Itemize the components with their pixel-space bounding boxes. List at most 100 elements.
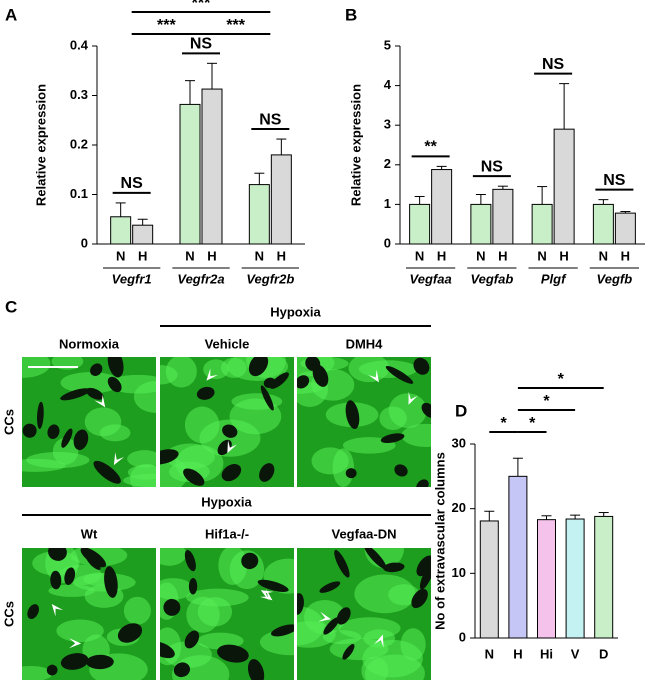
dark-cell: [107, 376, 122, 393]
bright-patch: [388, 393, 427, 429]
significance-label: NS: [481, 158, 504, 175]
bar: [492, 188, 514, 245]
dark-cell: [364, 548, 387, 570]
series-tick-label: H: [437, 248, 446, 263]
dark-cell: [107, 357, 124, 378]
dark-cell: [173, 662, 191, 678]
bright-patch: [311, 447, 349, 475]
y-axis-title: No of extravascular columns: [432, 452, 447, 630]
dark-cell: [85, 554, 101, 570]
significance-label: **: [424, 139, 437, 156]
bar: [537, 519, 556, 639]
dark-cell: [297, 375, 310, 389]
dark-cell: [385, 365, 414, 384]
row-label: CCs: [1, 409, 16, 435]
dark-cell: [260, 385, 274, 411]
bar: [479, 520, 499, 639]
bright-patch: [84, 407, 122, 437]
series-tick-label: H: [277, 248, 286, 263]
dark-cell: [47, 424, 60, 440]
significance-label: *: [543, 393, 550, 410]
dark-cell: [419, 563, 431, 590]
bright-patch: [163, 641, 212, 669]
dark-cell: [80, 548, 107, 568]
dark-cell: [394, 464, 408, 477]
dark-cell: [184, 630, 200, 649]
y-tick-label: 20: [452, 500, 466, 515]
arrowhead: [318, 611, 332, 622]
panel-label: D: [455, 401, 467, 420]
dark-cell: [93, 460, 121, 484]
dark-cell: [188, 578, 198, 595]
significance-label: *: [500, 415, 507, 432]
bright-patch: [123, 596, 151, 625]
condition-header: Hypoxia: [270, 304, 321, 319]
dark-cell: [345, 468, 357, 479]
bright-patch: [60, 372, 121, 394]
dark-cell: [163, 598, 181, 616]
bar: [201, 88, 223, 245]
significance-label: *: [529, 415, 536, 432]
arrowhead: [227, 440, 238, 454]
column-label: Vegfaa-DN: [331, 526, 396, 541]
arrowhead: [94, 394, 106, 408]
dark-cell: [319, 581, 341, 593]
dark-cell: [383, 562, 405, 573]
dark-cell: [64, 567, 76, 585]
dark-cell: [297, 593, 304, 615]
y-tick-label: 0.2: [70, 136, 88, 151]
dark-cell: [196, 386, 215, 400]
group-label: Vegfr1: [112, 271, 152, 286]
bar: [409, 203, 431, 245]
bar: [531, 203, 553, 245]
x-tick-label: N: [485, 646, 494, 661]
bar: [592, 203, 614, 245]
dark-cell: [342, 644, 355, 660]
series-tick-label: N: [415, 248, 424, 263]
significance-label: NS: [259, 111, 282, 128]
dark-cell: [323, 617, 340, 635]
bright-patch: [338, 617, 401, 640]
bright-patch: [186, 596, 220, 633]
dark-cell: [271, 624, 294, 637]
y-tick-label: 5: [384, 37, 391, 52]
micrograph: [297, 548, 431, 680]
significance-label: NS: [190, 36, 213, 53]
y-tick-label: 1: [384, 196, 391, 211]
group-label: Vegfb: [597, 271, 633, 286]
dark-cell: [61, 428, 73, 448]
group-label: Vegfaa: [410, 271, 452, 286]
bright-patch: [160, 578, 193, 600]
bright-patch: [48, 584, 95, 597]
dark-cell: [48, 548, 67, 561]
bright-patch: [348, 357, 390, 383]
dark-cell: [222, 424, 238, 438]
bright-patch: [400, 628, 426, 661]
bright-patch: [22, 665, 53, 680]
x-tick-label: V: [571, 646, 580, 661]
dark-cell: [160, 449, 179, 465]
dark-cell: [104, 566, 118, 598]
column-label: Wt: [81, 526, 98, 541]
y-axis-title: Relative expression: [33, 84, 48, 206]
bar: [270, 154, 292, 245]
dark-cell: [221, 464, 242, 482]
dark-cell: [416, 479, 429, 487]
dark-cell: [86, 654, 114, 670]
dark-cell: [46, 664, 58, 676]
bar: [248, 184, 270, 245]
dark-cell: [160, 641, 175, 659]
bright-patch: [259, 628, 294, 656]
y-tick-label: 0: [384, 235, 391, 250]
group-label: Plgf: [541, 271, 567, 286]
dark-cell: [336, 607, 351, 625]
series-tick-label: N: [185, 248, 194, 263]
dark-cell: [37, 401, 44, 429]
bright-patch: [329, 638, 389, 661]
dark-cell: [22, 423, 37, 438]
series-tick-label: H: [138, 248, 147, 263]
y-axis-title: Relative expression: [348, 84, 363, 206]
dark-cell: [241, 552, 259, 570]
dark-cell: [50, 570, 62, 590]
series-tick-label: N: [255, 248, 264, 263]
